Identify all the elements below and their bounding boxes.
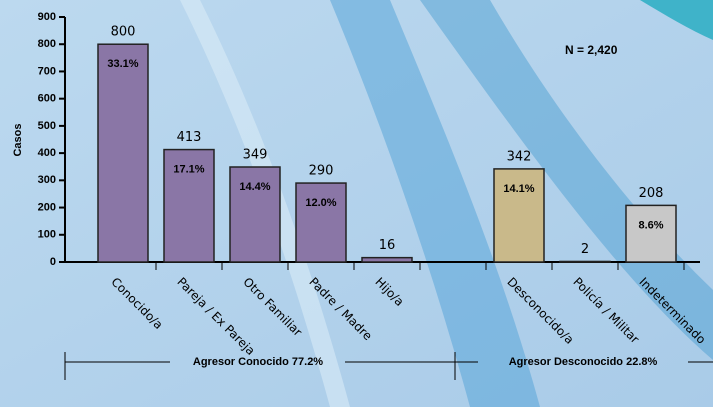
bar-value-label: 342 xyxy=(507,149,532,164)
decor-corner xyxy=(640,0,713,40)
bar-percent-label: 8.6% xyxy=(638,219,663,231)
bar xyxy=(295,182,347,263)
y-tick-label: 500 xyxy=(38,120,56,132)
bar-percent-label: 12.0% xyxy=(305,197,336,209)
bar-percent-label: 33.1% xyxy=(107,58,138,70)
bar-value-label: 16 xyxy=(379,238,396,253)
y-tick-label: 0 xyxy=(50,256,56,268)
bar xyxy=(493,168,545,263)
bar xyxy=(559,260,611,263)
bar xyxy=(97,43,149,263)
decor-swoosh xyxy=(420,0,713,360)
bar-percent-label: 14.4% xyxy=(239,181,270,193)
y-tick-label: 100 xyxy=(38,229,56,241)
y-tick-label: 900 xyxy=(38,11,56,23)
y-tick-label: 600 xyxy=(38,93,56,105)
y-tick-label: 400 xyxy=(38,147,56,159)
bar-value-label: 290 xyxy=(309,164,334,179)
annotation: N = 2,420 xyxy=(565,43,618,57)
bar xyxy=(163,148,215,263)
decor-swoosh xyxy=(330,0,540,407)
bar-value-label: 800 xyxy=(111,25,136,40)
group-label: Agresor Desconocido 22.8% xyxy=(509,356,658,368)
y-tick-label: 700 xyxy=(38,65,56,77)
bar-percent-label: 17.1% xyxy=(173,163,204,175)
decor-swoosh xyxy=(180,0,350,407)
group-label: Agresor Conocido 77.2% xyxy=(193,356,323,368)
bar-value-label: 208 xyxy=(639,186,664,201)
y-tick-label: 200 xyxy=(38,201,56,213)
bar xyxy=(229,166,281,263)
bar xyxy=(361,256,413,263)
bar-value-label: 413 xyxy=(177,130,202,145)
y-axis-label: Casos xyxy=(12,123,24,156)
bar-percent-label: 14.1% xyxy=(503,183,534,195)
group-brackets xyxy=(64,352,713,380)
y-tick-label: 300 xyxy=(38,174,56,186)
bar xyxy=(625,204,677,263)
y-tick-label: 800 xyxy=(38,38,56,50)
bar-value-label: 349 xyxy=(243,147,268,162)
bar-value-label: 2 xyxy=(581,242,589,257)
